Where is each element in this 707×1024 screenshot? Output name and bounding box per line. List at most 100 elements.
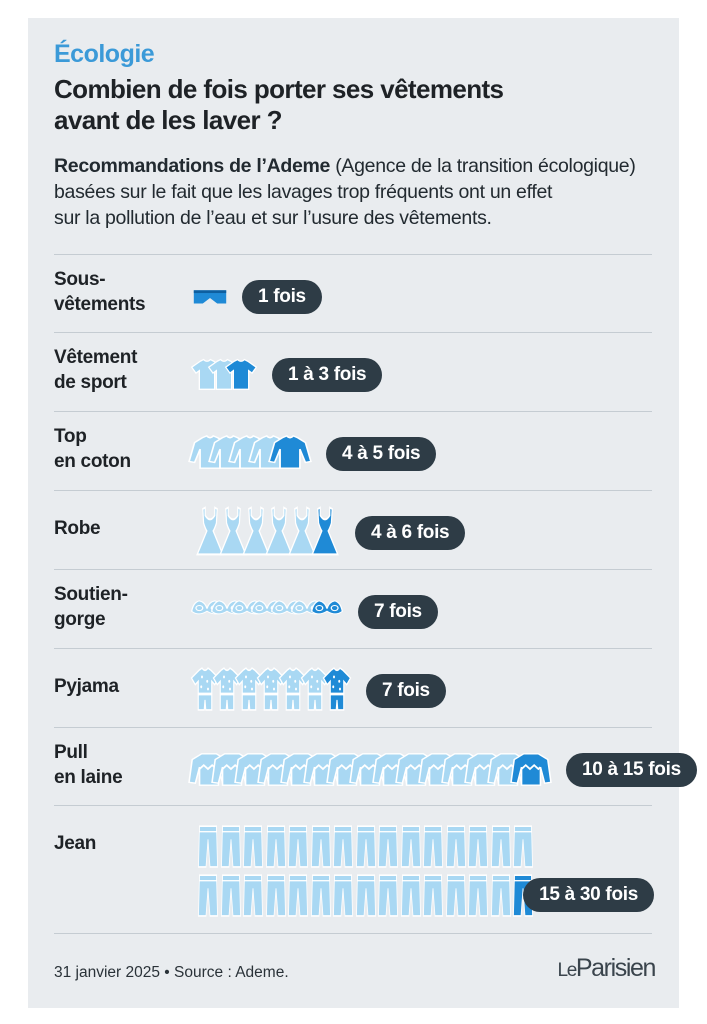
wash-frequency-badge: 7 fois (366, 674, 446, 708)
garment-row: Jean 15 à 30 fois (54, 805, 654, 934)
garment-label: Pyjama (54, 674, 119, 699)
garment-label-line: Top (54, 426, 87, 447)
jeans-icon (265, 825, 286, 868)
jeans-icon (423, 825, 443, 868)
garment-label: Sous-vêtements (54, 267, 146, 317)
dress-icon (196, 506, 224, 556)
intro-line: Recommandations de l’Ademe (Agence de la… (54, 153, 664, 179)
jeans-icon (355, 825, 376, 868)
jeans-icon (468, 825, 488, 868)
garment-row: Soutien-gorge 7 fois (54, 569, 652, 649)
wash-frequency-badge: 7 fois (358, 595, 438, 629)
jeans-icon (198, 874, 218, 917)
pyjama-icon (278, 667, 308, 711)
infographic-card: Écologie Combien de fois porter ses vête… (28, 18, 697, 1008)
garment-label: Top en coton (54, 424, 131, 474)
wash-frequency-badge: 1 fois (242, 280, 322, 314)
long-sleeve-top-icon (268, 434, 312, 469)
source-note: 31 janvier 2025 • Source : Ademe. (54, 964, 289, 981)
page-title: Combien de fois porter ses vêtements ava… (54, 74, 654, 136)
intro-line: sur la pollution de l’eau et sur l’usure… (54, 207, 492, 229)
garment-label: Pull en laine (54, 740, 123, 790)
garment-row: Robe 4 à 6 fois (54, 490, 652, 570)
garment-label-line: en laine (54, 767, 123, 788)
jeans-icon (468, 874, 488, 917)
section-kicker: Écologie (54, 40, 155, 68)
garment-label: Robe (54, 516, 101, 541)
intro-bold: Recommandations de l’Ademe (54, 155, 331, 177)
divider (54, 933, 652, 934)
wash-frequency-badge: 15 à 30 fois (523, 878, 654, 912)
title-line: avant de les laver ? (54, 105, 283, 135)
le-parisien-logo: LeParisien (557, 954, 657, 983)
sweater-icon (510, 753, 552, 786)
dress-icon (242, 506, 270, 556)
logo-name: Parisien (575, 954, 657, 982)
garment-label-line: vêtements (54, 294, 146, 315)
jeans-icon (288, 825, 308, 868)
jeans-icon (310, 825, 331, 868)
garment-row: Top en coton 4 à 5 fois (54, 411, 652, 491)
garment-label-line: en coton (54, 451, 131, 472)
bra-icon (311, 600, 343, 615)
garment-label-line: de sport (54, 372, 127, 393)
garment-label-line: Sous- (54, 269, 106, 290)
jeans-icon (423, 874, 443, 917)
jeans-icon (310, 874, 331, 917)
jeans-icon (265, 874, 286, 917)
jeans-icon (220, 825, 241, 868)
jeans-icon (355, 874, 376, 917)
wash-frequency-badge: 1 à 3 fois (272, 358, 383, 392)
pyjama-icon (212, 667, 242, 711)
dress-icon (311, 506, 339, 556)
garment-label-line: Pull (54, 742, 88, 763)
garment-label: Jean (54, 831, 96, 856)
garment-label-line: Robe (54, 518, 101, 539)
jeans-icon (288, 874, 308, 917)
underwear-icon (193, 290, 227, 304)
garment-label: Soutien-gorge (54, 582, 128, 632)
garment-label-line: Soutien- (54, 584, 128, 605)
jeans-icon (490, 825, 511, 868)
garment-row: Pull en laine 10 à 15 fois (54, 727, 697, 806)
jeans-icon (243, 825, 263, 868)
title-line: Combien de fois porter ses vêtements (54, 74, 504, 104)
garment-label-line: Pyjama (54, 676, 119, 697)
dress-icon (265, 506, 293, 556)
jeans-icon (445, 874, 466, 917)
jeans-icon (198, 825, 218, 868)
garment-row: Pyjama 7 fois (54, 648, 652, 728)
tshirt-icon (224, 358, 258, 390)
jeans-icon (378, 874, 398, 917)
wash-frequency-badge: 10 à 15 fois (566, 753, 697, 787)
dress-icon (288, 506, 316, 556)
dress-icon (219, 506, 247, 556)
intro-rest: (Agence de la transition écologique) (330, 155, 636, 177)
wash-frequency-badge: 4 à 6 fois (355, 516, 466, 550)
wash-frequency-badge: 4 à 5 fois (326, 437, 437, 471)
pyjama-icon (190, 667, 220, 711)
jeans-icon (490, 874, 511, 917)
intro-text: Recommandations de l’Ademe (Agence de la… (54, 153, 664, 231)
logo-le: Le (557, 960, 578, 981)
jeans-icon (220, 874, 241, 917)
jeans-icon (378, 825, 398, 868)
intro-line: basées sur le fait que les lavages trop … (54, 181, 553, 203)
jeans-icon (333, 874, 353, 917)
pyjama-icon (322, 667, 352, 711)
jeans-icon (333, 825, 353, 868)
garment-label-line: Vêtement (54, 347, 138, 368)
garment-label: Vêtement de sport (54, 345, 137, 395)
garment-row: Sous-vêtements 1 fois (54, 254, 652, 333)
pyjama-icon (256, 667, 286, 711)
jeans-icon (445, 825, 466, 868)
jeans-icon (400, 825, 421, 868)
pyjama-icon (234, 667, 264, 711)
garment-label-line: gorge (54, 609, 106, 630)
jeans-icon (400, 874, 421, 917)
garment-label-line: Jean (54, 833, 97, 854)
garment-row: Vêtement de sport 1 à 3 fois (54, 332, 652, 412)
jeans-icon (243, 874, 263, 917)
pyjama-icon (300, 667, 330, 711)
jeans-icon (513, 825, 533, 868)
